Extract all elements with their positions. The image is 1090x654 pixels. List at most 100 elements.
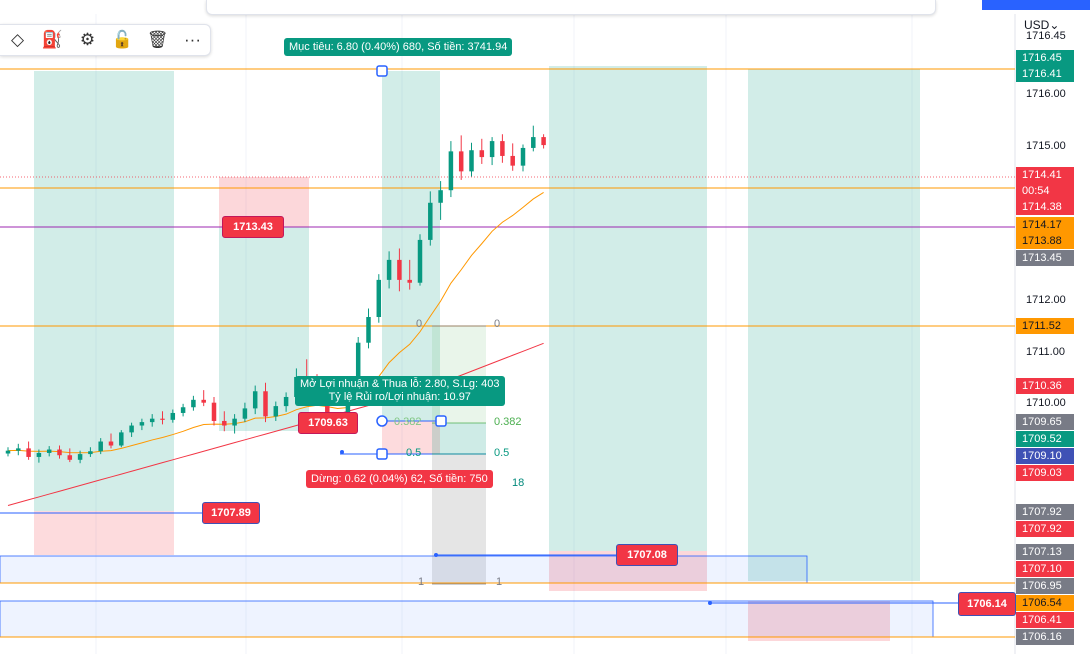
anchor-dot: [340, 450, 344, 454]
price-tag: 1716.45: [1016, 50, 1074, 66]
position-info-line1: Mở Lợi nhuận & Thua lỗ: 2.80, S.Lg: 403: [300, 378, 500, 390]
price-tag: 1707.92: [1016, 504, 1074, 520]
more-icon[interactable]: ···: [184, 30, 201, 49]
price-tag-1709-63[interactable]: 1709.63: [298, 412, 358, 434]
candle-body: [469, 150, 474, 172]
drag-handle: [435, 415, 447, 427]
candle-body: [119, 432, 124, 446]
fib-label: 0.5: [494, 447, 510, 459]
target-label[interactable]: Mục tiêu: 6.80 (0.40%) 680, Số tiền: 374…: [284, 38, 513, 56]
profit-zone: [748, 69, 920, 581]
anchor-dot: [434, 553, 438, 557]
profit-zone: [549, 66, 707, 551]
price-tag-countdown: 00:54: [1016, 183, 1074, 199]
fib-label: 1: [496, 576, 503, 588]
candle-body: [366, 317, 371, 343]
price-tag: 1713.45: [1016, 250, 1074, 266]
candle-body: [252, 391, 258, 409]
fib-label: 0.382: [394, 416, 422, 428]
candle-body: [541, 137, 546, 146]
candle-body: [489, 141, 495, 158]
price-tag-1707-08[interactable]: 1707.08: [616, 544, 678, 566]
candle-body: [98, 441, 103, 452]
object-toolbar: ◇ ⛽ ⚙ 🔓 🗑 ···: [0, 24, 211, 56]
candle-body: [407, 279, 412, 283]
candle-body: [417, 239, 423, 283]
candle-body: [283, 396, 289, 407]
anchor-dot: [708, 601, 712, 605]
fib-zone: [432, 423, 486, 454]
price-tag: 1709.03: [1016, 465, 1074, 481]
candle-body: [479, 150, 485, 158]
candle-body: [46, 449, 52, 453]
candle-body: [355, 342, 361, 400]
currency-selector[interactable]: USD⌄: [1024, 18, 1059, 32]
price-tag: 1709.52: [1016, 431, 1074, 447]
lock-open-icon[interactable]: 🔓: [111, 30, 134, 49]
candle-body: [458, 151, 464, 172]
price-tag: 1713.88: [1016, 233, 1074, 249]
price-tag: 1714.41: [1016, 167, 1074, 183]
range-box: [0, 555, 808, 584]
fib-label: 0: [416, 318, 423, 330]
candle-body: [170, 412, 176, 420]
stop-label[interactable]: Dừng: 0.62 (0.04%) 62, Số tiền: 750: [306, 470, 493, 488]
price-tag: 1714.38: [1016, 199, 1074, 215]
price-tag: 1714.17: [1016, 217, 1074, 233]
candle-body: [149, 418, 155, 423]
candle-body: [129, 425, 134, 433]
candle-body: [232, 418, 237, 426]
price-tag: 1709.65: [1016, 414, 1074, 430]
diamond-icon[interactable]: ◇: [10, 30, 25, 49]
range-box: [0, 600, 934, 638]
candle-body: [263, 391, 268, 417]
candle-body: [242, 408, 248, 419]
candle-body: [201, 399, 206, 403]
candle-body: [273, 406, 279, 417]
price-tag-1707-89[interactable]: 1707.89: [202, 502, 260, 524]
top-action-button[interactable]: [982, 0, 1090, 10]
price-tag: 1707.13: [1016, 544, 1074, 560]
price-axis-label: 1716.00: [1026, 88, 1066, 100]
candle-body: [531, 137, 536, 148]
candle-body: [520, 147, 526, 166]
price-tag: 1706.41: [1016, 612, 1074, 628]
gear-icon[interactable]: ⚙: [79, 30, 96, 49]
currency-label: USD: [1024, 18, 1050, 32]
candle-body: [77, 454, 83, 460]
drawing-toolbar[interactable]: [206, 0, 936, 15]
loss-zone: [382, 421, 440, 454]
candle-body: [376, 279, 382, 318]
price-axis-label: 1715.00: [1026, 140, 1066, 152]
drag-handle: [376, 65, 388, 77]
candle-body: [211, 402, 217, 421]
price-tag: 1709.10: [1016, 448, 1074, 464]
paint-bucket-icon[interactable]: ⛽: [41, 30, 64, 49]
drag-handle: [376, 415, 388, 427]
candle-body: [57, 449, 62, 456]
price-tag-1713-43[interactable]: 1713.43: [222, 216, 284, 238]
price-tag: 1707.10: [1016, 561, 1074, 577]
fib-label: 18: [512, 477, 525, 489]
drag-handle: [376, 448, 388, 460]
profit-zone: [382, 71, 440, 421]
trash-icon[interactable]: 🗑: [146, 30, 169, 49]
price-tag: 1707.92: [1016, 521, 1074, 537]
fib-label: 0.5: [406, 447, 422, 459]
candle-body: [180, 407, 186, 413]
fib-label: 0.382: [494, 416, 522, 428]
price-axis-label: 1712.00: [1026, 294, 1066, 306]
price-tag-1706-14[interactable]: 1706.14: [958, 592, 1016, 616]
candle-body: [88, 451, 93, 455]
position-info[interactable]: Mở Lợi nhuận & Thua lỗ: 2.80, S.Lg: 403 …: [295, 376, 505, 406]
candle-body: [438, 190, 443, 203]
loss-zone: [34, 511, 174, 555]
profit-zone: [34, 71, 174, 511]
candle-body: [510, 155, 515, 166]
loss-zone: [748, 601, 890, 641]
candle-body: [345, 399, 351, 423]
fib-zone: [432, 326, 486, 423]
candle-body: [26, 448, 31, 457]
fib-label: 1: [418, 576, 425, 588]
